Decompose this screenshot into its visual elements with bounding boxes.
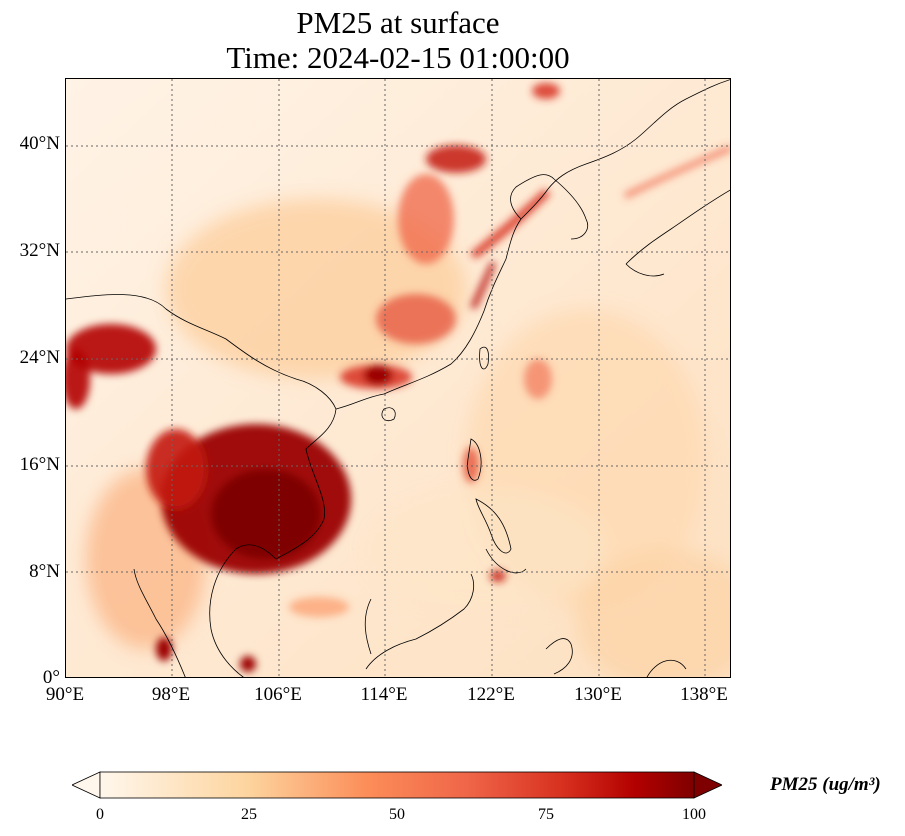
- figure-title: PM25 at surface: [296, 5, 500, 40]
- pm25-field-hotspots: [66, 83, 730, 672]
- colorbar-extend-min-triangle: [72, 771, 101, 799]
- colorbar-tick-label: 50: [389, 806, 405, 823]
- colorbar-tick-label: 0: [96, 806, 104, 823]
- lon-tick-label: 90°E: [45, 684, 85, 705]
- lat-tick-label: 16°N: [19, 454, 60, 475]
- lon-tick-label: 122°E: [467, 684, 515, 705]
- lon-tick-label: 98°E: [151, 684, 191, 705]
- lon-tick-label: 106°E: [254, 684, 302, 705]
- gridlines: [66, 79, 730, 677]
- map-panel: [65, 78, 731, 678]
- lat-tick-label: 32°N: [19, 240, 60, 261]
- colorbar-tick-label: 25: [241, 806, 257, 823]
- lon-tick-label: 114°E: [360, 684, 408, 705]
- lat-tick-label: 40°N: [19, 133, 60, 154]
- pm25-map: [66, 79, 730, 677]
- colorbar-extend-max-triangle: [693, 771, 722, 799]
- colorbar-gradient: [99, 771, 695, 799]
- lon-tick-label: 138°E: [680, 684, 728, 705]
- colorbar-label: PM25 (ug/m³): [770, 774, 881, 795]
- lon-tick-label: 130°E: [574, 684, 622, 705]
- figure-subtitle-time: Time: 2024-02-15 01:00:00: [226, 40, 570, 75]
- colorbar: [72, 771, 722, 799]
- lat-tick-label: 8°N: [29, 561, 60, 582]
- coastlines: [66, 79, 730, 677]
- colorbar-tick-label: 100: [682, 806, 706, 823]
- lat-tick-label: 0°: [42, 667, 60, 688]
- colorbar-tick-label: 75: [538, 806, 554, 823]
- lat-tick-label: 24°N: [19, 347, 60, 368]
